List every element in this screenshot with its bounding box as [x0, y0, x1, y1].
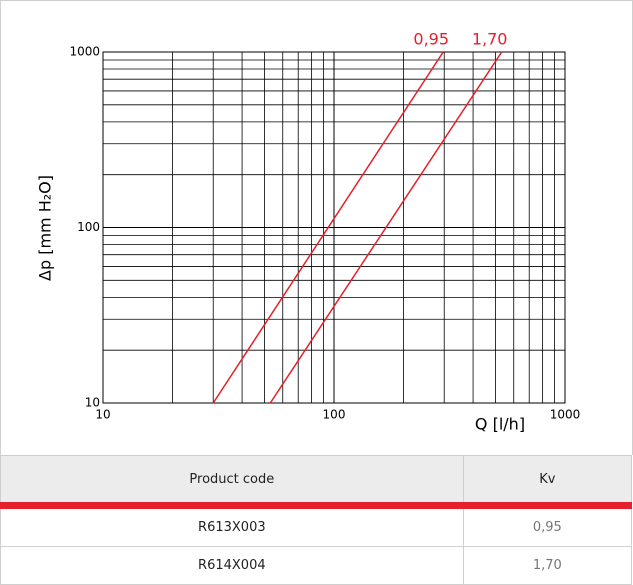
series-label: 1,70 — [472, 30, 508, 49]
chart: Q [l/h] Δp [mm H₂O] 10 100 1000 10 100 1000 0,… — [0, 0, 633, 455]
header-row: Product code Kv — [0, 455, 633, 509]
table-cell: 1,70 — [462, 546, 633, 585]
y-tick-label: 1000 — [69, 45, 100, 59]
table-row: R614X004 1,70 — [0, 546, 633, 585]
product-table: Product code Kv R613X003 0,95 R614X004 1… — [0, 455, 633, 585]
table-cell: R614X004 — [0, 546, 464, 585]
y-tick-label: 10 — [85, 396, 100, 410]
y-axis-label: Δp [mm H₂O] — [36, 175, 55, 281]
table-cell: 0,95 — [462, 505, 633, 547]
y-tick-label: 100 — [77, 220, 100, 234]
series-line — [212, 51, 444, 404]
x-tick-label: 1000 — [550, 408, 581, 422]
series-line — [269, 51, 503, 404]
table-row: R613X003 0,95 — [0, 505, 633, 547]
series-label: 0,95 — [413, 30, 449, 49]
x-axis-label: Q [l/h] — [475, 415, 525, 434]
x-tick-label: 100 — [323, 408, 346, 422]
x-tick-label: 10 — [95, 408, 110, 422]
table-cell: R613X003 — [0, 505, 464, 547]
header-cell: Product code — [0, 455, 464, 509]
plot-frame — [102, 51, 566, 404]
header-cell: Kv — [462, 455, 633, 509]
